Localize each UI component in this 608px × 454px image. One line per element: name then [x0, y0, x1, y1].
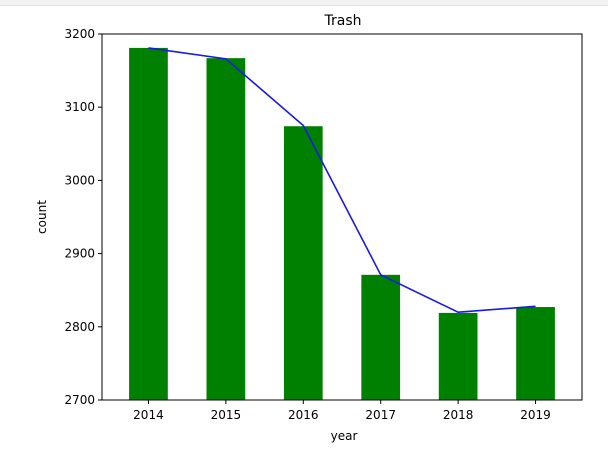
x-tick-label-2016: 2016 — [288, 408, 319, 422]
trend-line-group — [148, 47, 536, 313]
bar-2015 — [206, 58, 246, 400]
y-axis-label: count — [35, 200, 49, 234]
chart-title: Trash — [324, 13, 362, 29]
bar-2014 — [129, 47, 168, 401]
y-tick-label-3100: 3100 — [64, 100, 95, 114]
window-top-strip — [0, 0, 608, 6]
y-axis-ticks: 2700 2800 2900 3000 3100 3200 — [64, 27, 102, 407]
x-axis-ticks: 2014 2015 2016 2017 2018 2019 — [133, 400, 551, 422]
x-tick-label-2014: 2014 — [133, 408, 164, 422]
x-tick-label-2015: 2015 — [211, 408, 242, 422]
bar-2016 — [283, 126, 323, 401]
bars-group — [129, 47, 555, 401]
y-tick-label-2900: 2900 — [64, 247, 95, 261]
x-tick-label-2019: 2019 — [520, 408, 551, 422]
y-tick-label-2800: 2800 — [64, 320, 95, 334]
bar-2019 — [516, 307, 555, 400]
y-tick-label-3200: 3200 — [64, 27, 95, 41]
y-tick-label-3000: 3000 — [64, 173, 95, 187]
x-axis-label: year — [331, 429, 358, 443]
trend-line — [148, 47, 536, 313]
plot-frame — [101, 33, 583, 401]
bar-2018 — [438, 312, 478, 400]
bar-2017 — [361, 274, 401, 400]
x-tick-label-2017: 2017 — [365, 408, 396, 422]
y-tick-label-2700: 2700 — [64, 393, 95, 407]
x-tick-label-2018: 2018 — [443, 408, 474, 422]
